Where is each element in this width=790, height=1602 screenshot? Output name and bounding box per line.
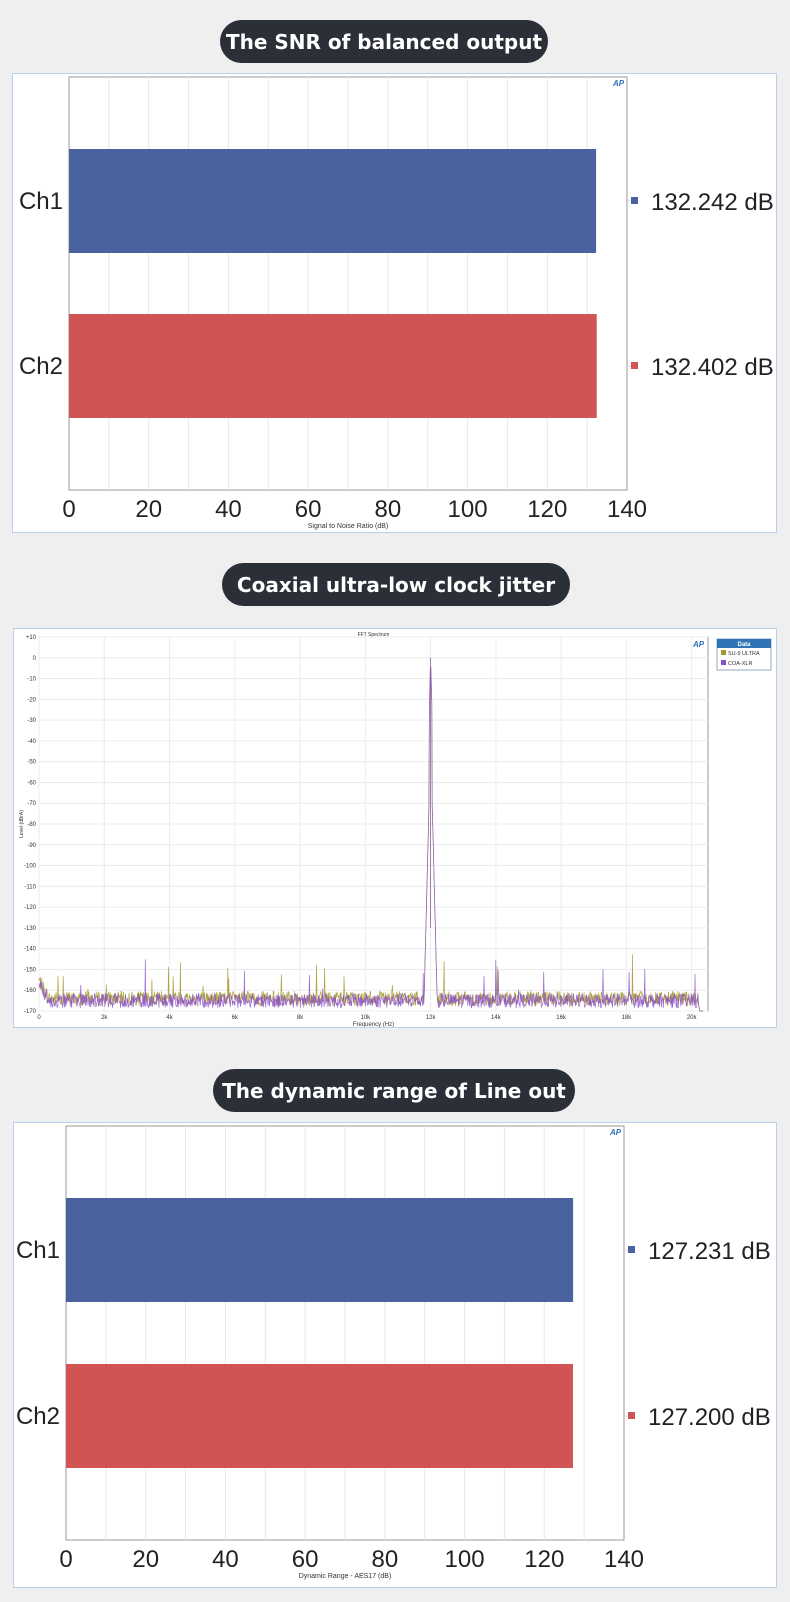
dynamic-range-bar-chart: AP Ch1 127.231 dB Ch2 127.200 dB 0 20 40 60 80 100… [16, 1125, 771, 1580]
x-tick-label: 120 [524, 1546, 564, 1573]
x-tick-label: 80 [372, 1546, 399, 1573]
value-label: 132.402 dB [651, 354, 774, 381]
section-title-jitter: Coaxial ultra-low clock jitter [222, 563, 570, 606]
x-tick-label: 6k [232, 1015, 239, 1021]
chart-title: FFT Spectrum [358, 632, 390, 638]
series-coa-xlr [38, 657, 704, 1012]
value-label: 132.242 dB [651, 189, 774, 216]
section-title-snr: The SNR of balanced output [220, 20, 548, 63]
y-tick-label: -40 [27, 739, 36, 745]
ap-logo: AP [609, 1128, 622, 1137]
x-tick-label: 20 [135, 496, 162, 523]
x-axis-label: Frequency (Hz) [353, 1022, 394, 1027]
fft-spectrum-chart: +10 0 -10 -20 -30 -40 -50 -60 -70 -80 -90 -100 -110 -… [19, 632, 772, 1028]
bar-ch1 [66, 1198, 574, 1302]
x-tick-label: 140 [604, 1546, 644, 1573]
x-tick-label: 40 [215, 496, 242, 523]
x-tick-label: 8k [297, 1015, 304, 1021]
x-tick-label: 0 [59, 1546, 72, 1573]
category-label: Ch1 [19, 188, 63, 215]
x-tick-label: 100 [445, 1546, 485, 1573]
snr-panel: AP Ch1 132.242 dB Ch2 132.402 dB 0 20 40 60 80 100… [12, 73, 777, 533]
y-tick-label: -170 [24, 1009, 37, 1015]
bar-ch2 [69, 314, 597, 418]
fft-panel: +10 0 -10 -20 -30 -40 -50 -60 -70 -80 -90 -100 -110 -… [13, 628, 777, 1028]
legend-label: COA-XLR [728, 661, 752, 667]
value-label: 127.200 dB [648, 1404, 771, 1431]
x-tick-label: 20k [687, 1015, 698, 1021]
y-tick-label: -130 [24, 926, 37, 932]
y-tick-label: -30 [27, 718, 36, 724]
y-tick-label: -140 [24, 947, 37, 953]
x-axis-label: Dynamic Range - AES17 (dB) [299, 1573, 392, 1580]
legend-swatch [721, 650, 726, 655]
y-tick-label: -20 [27, 697, 36, 703]
ap-logo: AP [612, 79, 625, 88]
x-tick-label: 0 [37, 1015, 41, 1021]
ap-logo: AP [692, 640, 705, 649]
dynamic-range-panel: AP Ch1 127.231 dB Ch2 127.200 dB 0 20 40 60 80 100… [13, 1122, 777, 1588]
x-tick-label: 16k [556, 1015, 567, 1021]
y-tick-label: -60 [27, 780, 36, 786]
x-tick-label: 120 [527, 496, 567, 523]
y-axis-label: Level (dBrA) [19, 810, 25, 838]
legend-header [717, 639, 771, 648]
category-label: Ch2 [16, 1403, 60, 1430]
y-tick-label: -160 [24, 988, 37, 994]
y-tick-label: -10 [27, 677, 36, 683]
x-tick-label: 60 [292, 1546, 319, 1573]
legend-marker [631, 197, 638, 204]
value-label: 127.231 dB [648, 1238, 771, 1265]
section-title-dynamic-range: The dynamic range of Line out [213, 1069, 575, 1112]
y-tick-label: -80 [27, 822, 36, 828]
category-label: Ch2 [19, 353, 63, 380]
legend-marker [628, 1246, 635, 1253]
y-tick-label: -100 [24, 864, 37, 870]
y-tick-label: -90 [27, 843, 36, 849]
x-tick-label: 12k [426, 1015, 437, 1021]
x-tick-label: 2k [101, 1015, 108, 1021]
x-tick-label: 0 [62, 496, 75, 523]
y-tick-label: 0 [33, 656, 37, 662]
x-tick-label: 40 [212, 1546, 239, 1573]
bar-ch1 [69, 149, 597, 253]
y-tick-label: -110 [24, 884, 36, 890]
legend-title: Data [737, 642, 751, 648]
legend-swatch [721, 660, 726, 665]
snr-bar-chart: AP Ch1 132.242 dB Ch2 132.402 dB 0 20 40 60 80 100… [19, 76, 774, 530]
legend-marker [631, 362, 638, 369]
x-tick-label: 100 [448, 496, 488, 523]
category-label: Ch1 [16, 1237, 60, 1264]
x-tick-label: 14k [491, 1015, 502, 1021]
x-tick-label: 4k [166, 1015, 173, 1021]
x-tick-label: 60 [295, 496, 322, 523]
legend-marker [628, 1412, 635, 1419]
x-tick-label: 10k [360, 1015, 371, 1021]
x-axis-label: Signal to Noise Ratio (dB) [308, 523, 389, 530]
y-tick-label: -120 [24, 905, 37, 911]
y-tick-label: -70 [27, 801, 36, 807]
x-tick-label: 20 [132, 1546, 159, 1573]
x-tick-label: 18k [622, 1015, 633, 1021]
y-tick-label: +10 [26, 635, 37, 641]
y-tick-label: -150 [24, 967, 37, 973]
x-tick-label: 140 [607, 496, 647, 523]
x-tick-label: 80 [375, 496, 402, 523]
y-tick-label: -50 [27, 760, 36, 766]
bar-ch2 [66, 1364, 573, 1468]
legend-label: SU-9 ULTRA [728, 651, 760, 657]
